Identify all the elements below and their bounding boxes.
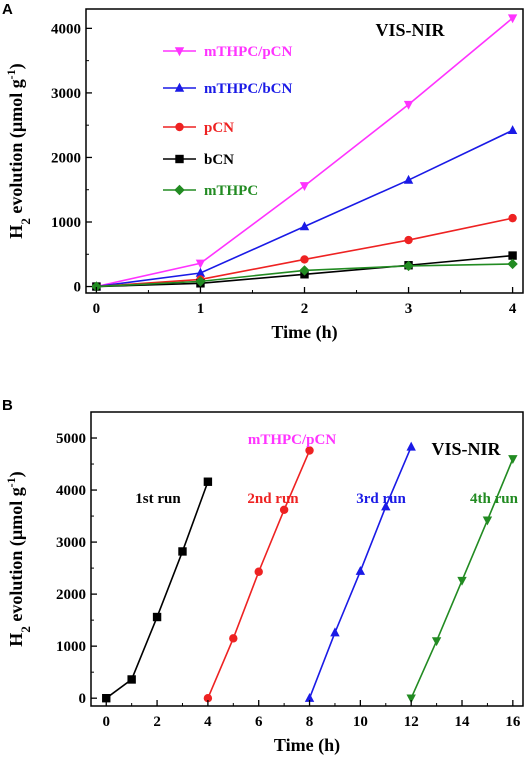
y-tick-label: 2000 bbox=[51, 150, 81, 166]
data-point bbox=[305, 446, 314, 455]
data-point bbox=[330, 627, 340, 637]
data-point bbox=[229, 634, 238, 643]
legend-marker bbox=[174, 82, 185, 92]
data-point bbox=[381, 501, 391, 511]
x-tick-label: 2 bbox=[153, 714, 161, 730]
data-point bbox=[507, 125, 518, 135]
y-tick-label: 4000 bbox=[56, 483, 86, 499]
data-point bbox=[178, 547, 187, 556]
legend-entry: bCN bbox=[204, 152, 234, 168]
legend-marker bbox=[175, 154, 184, 164]
condition-annotation: VIS-NIR bbox=[375, 20, 445, 40]
data-point bbox=[279, 505, 289, 515]
legend-marker bbox=[175, 122, 184, 132]
y-tick-label: 5000 bbox=[56, 431, 86, 447]
x-tick-label: 16 bbox=[505, 714, 521, 730]
data-point bbox=[508, 251, 517, 260]
panel-letter: B bbox=[2, 397, 13, 414]
y-tick-label: 2000 bbox=[56, 587, 86, 603]
data-point bbox=[507, 14, 518, 24]
x-tick-label: 6 bbox=[255, 714, 263, 730]
data-point bbox=[431, 637, 442, 647]
data-point bbox=[508, 213, 517, 223]
y-tick-label: 1000 bbox=[56, 639, 86, 655]
data-point bbox=[403, 100, 414, 110]
chart-panel-B: B 0 2 4 6 8 10 12 14 16 0 1000 2000 3000 4000 5000 Time … bbox=[2, 397, 524, 756]
data-point bbox=[403, 174, 414, 184]
data-point bbox=[299, 182, 310, 192]
x-axis-label: Time (h) bbox=[274, 735, 340, 756]
x-tick-label: 8 bbox=[306, 714, 314, 730]
y-tick-label: 3000 bbox=[56, 535, 86, 551]
data-point bbox=[91, 281, 102, 292]
run-label: 2nd run bbox=[247, 491, 299, 507]
legend-entry: mTHPC/bCN bbox=[204, 81, 293, 97]
y-axis-label: H2 evolution (µmol g-1) bbox=[4, 471, 33, 646]
x-tick-label: 10 bbox=[353, 714, 368, 730]
x-tick-label: 4 bbox=[204, 714, 212, 730]
x-tick-label: 4 bbox=[509, 301, 517, 317]
run-label: 3rd run bbox=[356, 491, 406, 507]
x-tick-label: 1 bbox=[197, 301, 205, 317]
data-point bbox=[304, 692, 315, 702]
y-tick-label: 0 bbox=[79, 691, 87, 707]
data-point bbox=[404, 235, 413, 245]
data-point bbox=[102, 693, 111, 703]
data-point bbox=[127, 675, 136, 684]
legend-marker bbox=[174, 184, 185, 196]
data-point bbox=[203, 693, 213, 703]
data-point bbox=[195, 259, 206, 269]
legend-marker bbox=[174, 47, 185, 57]
series-line-0 bbox=[105, 481, 209, 699]
data-point bbox=[300, 255, 309, 264]
data-point bbox=[195, 276, 206, 287]
y-tick-label: 3000 bbox=[51, 86, 81, 102]
chart-panel-A: A 0 1 2 3 4 0 1000 2000 3000 4000 Time (h) H2 evolut… bbox=[2, 1, 524, 343]
x-tick-label: 2 bbox=[301, 301, 309, 317]
data-point bbox=[508, 455, 518, 465]
data-point bbox=[507, 258, 518, 270]
y-axis-label: H2 evolution (µmol g-1) bbox=[4, 63, 33, 238]
x-tick-label: 14 bbox=[455, 714, 471, 730]
data-point bbox=[195, 267, 206, 277]
data-point bbox=[299, 265, 310, 276]
legend-entry: pCN bbox=[204, 120, 234, 136]
series-line-0 bbox=[96, 17, 514, 288]
y-tick-label: 4000 bbox=[51, 21, 81, 37]
x-tick-label: 3 bbox=[405, 301, 413, 317]
data-point bbox=[152, 612, 162, 622]
plot-frame bbox=[90, 411, 524, 707]
x-tick-label: 12 bbox=[404, 714, 419, 730]
x-tick-label: 0 bbox=[102, 714, 110, 730]
data-point bbox=[299, 221, 310, 231]
run-label: 1st run bbox=[135, 491, 181, 507]
data-point bbox=[406, 694, 416, 704]
legend-entry: mTHPC bbox=[204, 183, 258, 199]
data-point bbox=[203, 477, 213, 486]
x-axis-label: Time (h) bbox=[271, 322, 337, 343]
data-point bbox=[406, 441, 416, 451]
legend: mTHPC/pCN mTHPC/bCN pCN bCN mTHPC bbox=[163, 44, 293, 199]
x-tick-label: 0 bbox=[93, 301, 101, 317]
data-point bbox=[403, 260, 414, 272]
data-point bbox=[457, 576, 467, 586]
panel-letter: A bbox=[2, 1, 13, 18]
data-point bbox=[254, 567, 263, 576]
run-label: 4th run bbox=[470, 491, 519, 507]
legend-entry: mTHPC/pCN bbox=[204, 44, 293, 60]
data-point bbox=[482, 516, 493, 526]
plot-frame bbox=[85, 8, 524, 294]
condition-annotation: VIS-NIR bbox=[431, 439, 501, 459]
y-tick-label: 0 bbox=[74, 280, 82, 296]
y-tick-label: 1000 bbox=[51, 215, 81, 231]
data-point bbox=[355, 566, 366, 575]
sample-label: mTHPC/pCN bbox=[248, 432, 337, 448]
